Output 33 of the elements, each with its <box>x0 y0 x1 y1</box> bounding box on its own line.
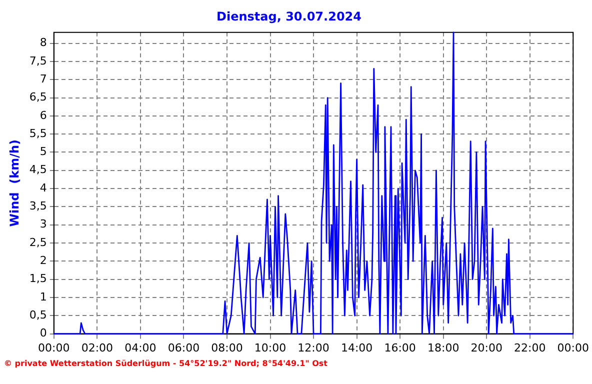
y-tick-label: 4,5 <box>29 163 47 176</box>
y-tick-label: 5,5 <box>29 126 47 140</box>
x-tick-label: 22:00 <box>514 341 546 354</box>
y-tick-label: 6 <box>40 108 47 122</box>
y-tick-label: 3,5 <box>29 200 47 213</box>
y-tick-label: 0,5 <box>29 308 47 322</box>
y-tick-label: 1,5 <box>29 272 47 286</box>
y-tick-label: 4 <box>40 181 47 194</box>
y-tick-label: 6,5 <box>29 90 47 104</box>
x-tick-label: 02:00 <box>81 341 114 354</box>
x-tick-label: 18:00 <box>427 341 460 354</box>
x-tick-label: 04:00 <box>124 341 156 354</box>
text: © private Wetterstation Süderlügum - 54°52'19.2" Nord; 8°54'49.1" Ost <box>4 359 328 368</box>
x-tick-label: 00:00 <box>38 341 70 354</box>
x-tick-label: 10:00 <box>254 341 286 354</box>
y-axis-title: Wind (km/h) <box>7 139 22 227</box>
chart-title: Dienstag, 30.07.2024 <box>216 9 362 24</box>
y-tick-label: 2 <box>40 254 47 268</box>
y-tick-label: 2,5 <box>29 236 47 249</box>
y-tick-label: 1 <box>40 290 47 304</box>
x-tick-label: 14:00 <box>340 341 373 354</box>
x-tick-label: 06:00 <box>168 341 200 354</box>
y-tick-label: 8 <box>40 36 47 50</box>
y-tick-label: 3 <box>40 218 47 231</box>
y-tick-label: 0 <box>40 326 47 340</box>
y-tick-label: 5 <box>40 145 47 158</box>
x-tick-label: 12:00 <box>298 341 330 354</box>
y-tick-label: 7 <box>40 72 47 86</box>
x-tick-label: 20:00 <box>470 341 502 354</box>
x-tick-label: 08:00 <box>211 341 243 354</box>
x-tick-label: 00:00 <box>557 341 589 354</box>
x-tick-label: 16:00 <box>384 341 416 354</box>
y-tick-label: 7,5 <box>29 54 47 68</box>
